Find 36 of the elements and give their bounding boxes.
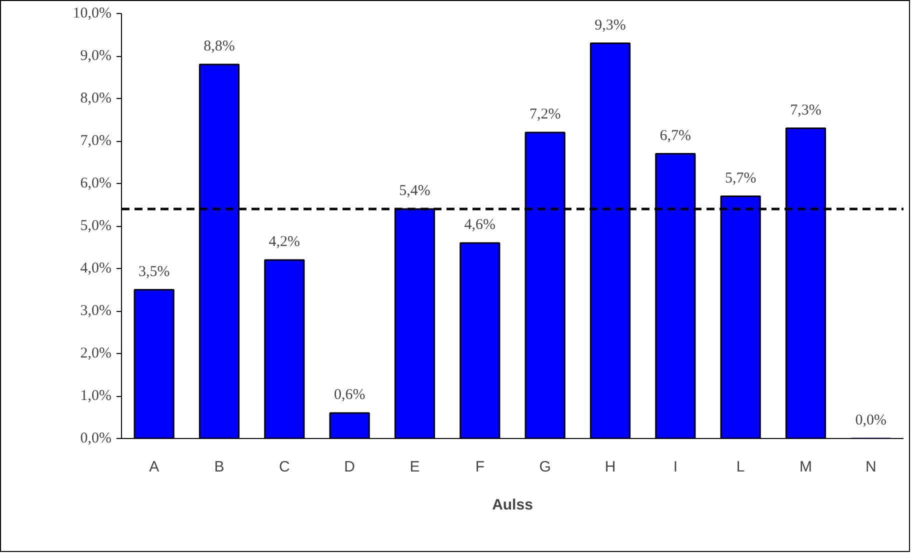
- x-tick-label: B: [214, 458, 224, 476]
- x-tick-label: D: [344, 458, 356, 476]
- data-label: 5,4%: [399, 183, 430, 199]
- data-label: 0,6%: [334, 387, 366, 403]
- data-label: 4,6%: [464, 217, 496, 233]
- data-label: 9,3%: [594, 17, 626, 34]
- y-tick-label: 1,0%: [80, 388, 112, 404]
- y-tick-label: 8,0%: [80, 90, 112, 106]
- data-label: 6,7%: [660, 128, 692, 144]
- x-tick-label: A: [149, 458, 160, 476]
- y-tick-label: 7,0%: [80, 133, 112, 149]
- y-tick-label: 9,0%: [80, 48, 112, 64]
- x-tick-label: C: [279, 458, 290, 476]
- x-axis-title: Aulss: [492, 496, 533, 514]
- x-tick-label: G: [539, 458, 551, 476]
- data-label: 5,7%: [724, 170, 756, 186]
- data-label: 7,3%: [790, 102, 822, 118]
- y-tick-label: 2,0%: [80, 346, 112, 362]
- data-label: 8,8%: [204, 38, 235, 54]
- x-tick-label: E: [410, 458, 420, 476]
- data-label: 4,2%: [268, 234, 300, 250]
- x-tick-label: L: [736, 458, 745, 476]
- data-label: 0,0%: [855, 412, 887, 428]
- x-tick-label: F: [475, 458, 485, 476]
- x-tick-label: I: [673, 458, 678, 476]
- x-tick-label: M: [800, 458, 812, 476]
- y-tick-label: 10,0%: [72, 6, 112, 22]
- y-tick-label: 4,0%: [80, 260, 112, 276]
- x-tick-label: H: [604, 458, 616, 476]
- data-label: 3,5%: [138, 264, 170, 280]
- x-tick-label: N: [866, 458, 876, 476]
- y-tick-label: 6,0%: [80, 176, 112, 192]
- y-tick-label: 0,0%: [80, 430, 112, 446]
- y-tick-label: 5,0%: [80, 218, 112, 234]
- y-tick-label: 3,0%: [80, 303, 112, 319]
- data-label: 7,2%: [529, 106, 561, 122]
